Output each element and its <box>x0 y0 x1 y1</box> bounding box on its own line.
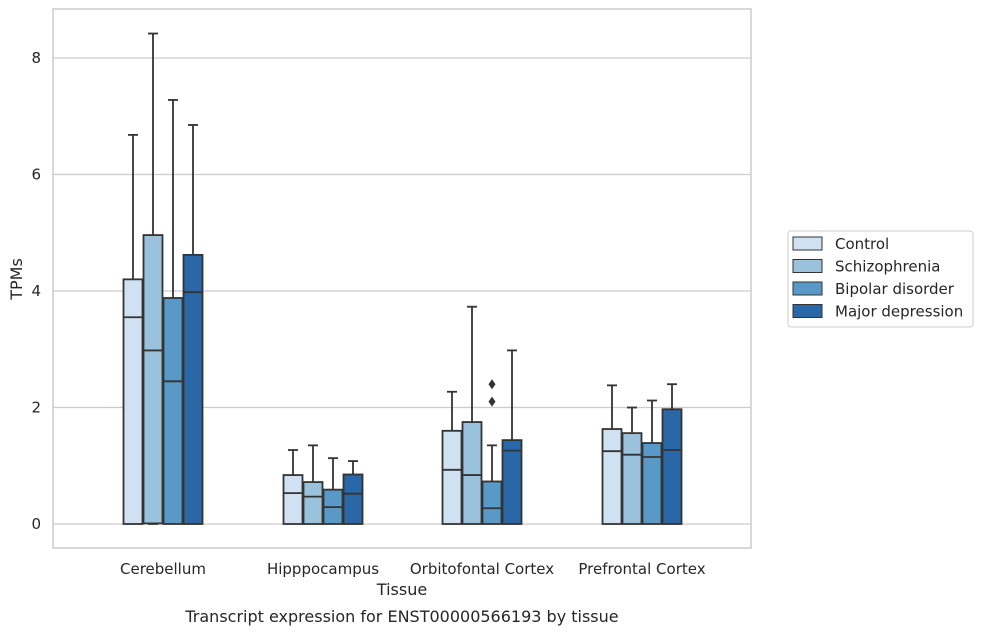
x-tick-label: Orbitofontal Cortex <box>410 560 554 578</box>
box-0-0 <box>122 133 144 525</box>
box-0-1 <box>142 32 164 525</box>
box-2-0 <box>441 390 463 525</box>
box-body <box>661 408 683 525</box>
box-1-2 <box>322 457 344 525</box>
x-tick-label: Hipppocampus <box>267 560 379 578</box>
box-body <box>162 297 184 525</box>
box-groups <box>122 32 683 525</box>
y-tick-label: 8 <box>31 49 41 67</box>
box-body <box>182 253 204 525</box>
plot-frame <box>52 8 752 549</box>
box-body <box>641 442 663 525</box>
box-3-0 <box>601 384 623 525</box>
y-tick-label: 0 <box>31 515 41 533</box>
y-tick-labels: 0 2 4 6 8 <box>31 49 41 533</box>
x-tick-label: Prefrontal Cortex <box>578 560 705 578</box>
box-body <box>461 421 483 525</box>
legend-swatch <box>792 259 823 273</box>
y-axis-label: TPMs <box>7 258 26 301</box>
box-body <box>441 429 463 525</box>
box-2-3 <box>501 349 523 525</box>
box-0-3 <box>182 124 204 525</box>
box-body <box>282 474 304 525</box>
box-1-0 <box>282 449 304 525</box>
x-tick-labels: Cerebellum Hipppocampus Orbitofontal Corte… <box>120 560 706 578</box>
box-1-1 <box>302 444 324 525</box>
x-tick-label: Cerebellum <box>120 560 206 578</box>
legend-items: Control Schizophrenia Bipolar disorder Majo… <box>792 235 963 321</box>
box-2-2 <box>481 379 503 525</box>
legend-swatch <box>792 304 823 318</box>
box-1-3 <box>342 460 364 525</box>
box-body <box>342 473 364 525</box>
box-3-3 <box>661 383 683 525</box>
y-tick-label: 2 <box>31 399 41 417</box>
legend-label: Control <box>835 235 889 253</box>
y-tick-label: 6 <box>31 166 41 184</box>
outlier-point <box>488 379 496 390</box>
x-axis-label: Tissue <box>376 580 427 599</box>
box-body <box>621 432 643 525</box>
box-3-1 <box>621 406 643 525</box>
legend: Control Schizophrenia Bipolar disorder Majo… <box>787 230 974 328</box>
box-body <box>142 234 164 525</box>
box-body <box>501 439 523 525</box>
y-tick-label: 4 <box>31 282 41 300</box>
legend-swatch <box>792 281 823 296</box>
legend-label: Schizophrenia <box>835 258 940 276</box>
box-body <box>601 428 623 525</box>
chart-caption: Transcript expression for ENST0000056619… <box>184 607 618 626</box>
box-body <box>122 278 144 525</box>
legend-swatch <box>792 236 823 251</box>
box-2-1 <box>461 305 483 525</box>
box-3-2 <box>641 399 663 525</box>
legend-label: Major depression <box>835 303 963 321</box>
legend-label: Bipolar disorder <box>835 280 955 298</box>
outlier-point <box>488 396 496 407</box>
box-0-2 <box>162 99 184 525</box>
box-body <box>481 480 503 525</box>
legend-frame <box>787 230 974 328</box>
box-body <box>302 481 324 525</box>
